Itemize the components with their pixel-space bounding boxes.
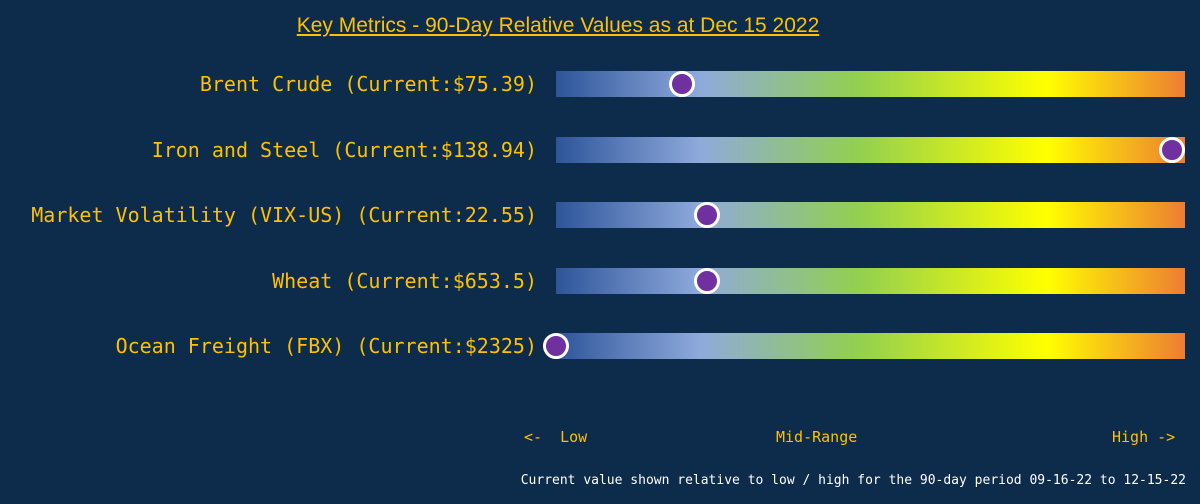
current-value-marker: [543, 333, 569, 359]
row-label: Wheat (Current:$653.5): [272, 268, 537, 293]
row-label: Ocean Freight (FBX) (Current:$2325): [115, 334, 537, 358]
row-label: Market Volatility (VIX-US) (Current:22.5…: [31, 203, 537, 227]
range-bar: [556, 136, 1185, 163]
current-value-marker: [1159, 136, 1186, 163]
scale-low-label: <- Low: [524, 428, 588, 446]
current-value-marker: [693, 202, 720, 228]
range-bar: [556, 71, 1185, 97]
current-value-marker: [668, 71, 695, 97]
scale-high-label: High ->: [1112, 428, 1176, 446]
row-label: Iron and Steel (Current:$138.94): [151, 137, 537, 162]
range-bar: [556, 333, 1185, 359]
chart-footnote: Current value shown relative to low / hi…: [520, 473, 1186, 488]
row-label: Brent Crude (Current:$75.39): [199, 72, 537, 96]
scale-mid-label: Mid-Range: [776, 428, 858, 446]
current-value-marker: [693, 267, 720, 294]
chart-title: Key Metrics - 90-Day Relative Values as …: [296, 14, 820, 37]
range-bar: [556, 202, 1185, 228]
range-bar: [556, 267, 1185, 294]
